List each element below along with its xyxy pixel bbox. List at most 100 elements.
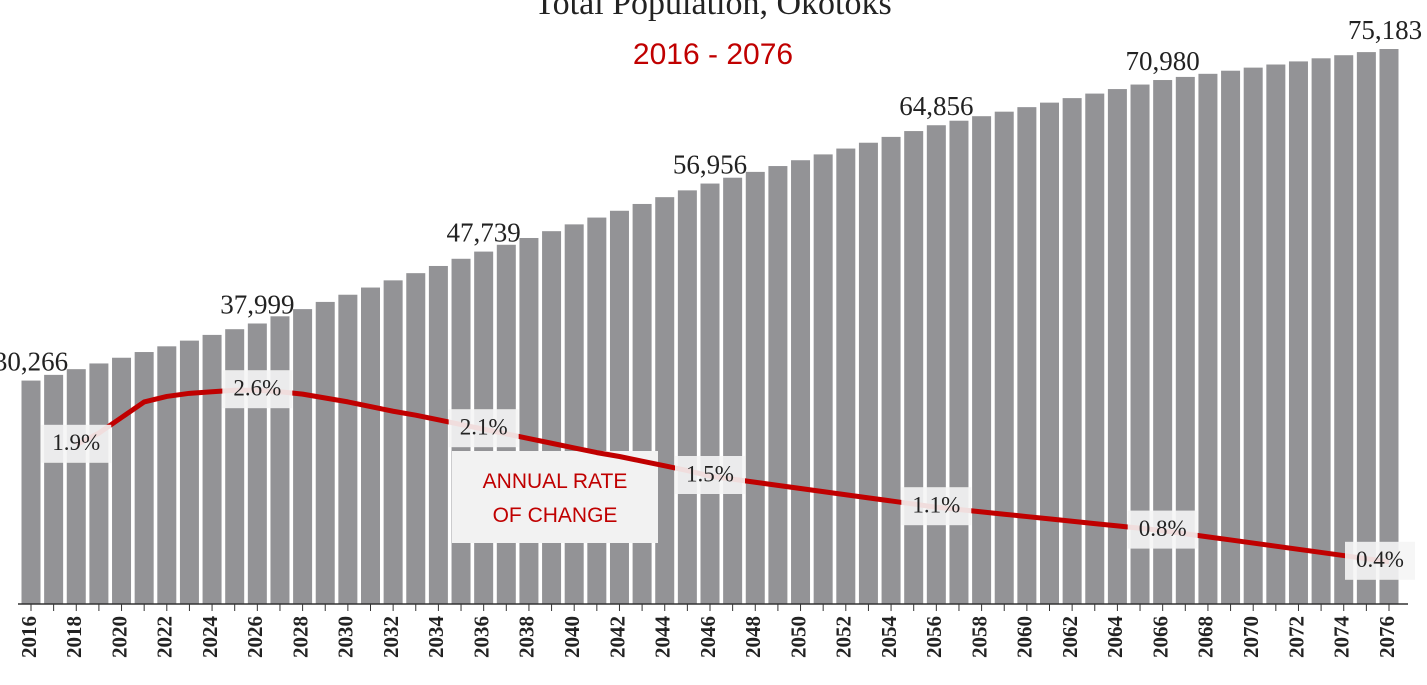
rate-label-box (41, 424, 112, 463)
bar (564, 224, 584, 604)
bar (157, 346, 177, 604)
bar (247, 323, 267, 604)
x-tick-label: 2054 (877, 616, 901, 659)
rate-label-box (675, 456, 745, 494)
x-tick-label: 2058 (967, 616, 991, 658)
bar (723, 177, 743, 604)
bar (406, 273, 426, 604)
bar-value-label: 30,266 (0, 347, 68, 377)
bar-value-label: 70,980 (1126, 46, 1200, 76)
x-tick-label: 2026 (243, 616, 267, 658)
x-tick-label: 2068 (1194, 616, 1218, 658)
rate-value-label: 1.1% (912, 492, 960, 517)
bar (66, 369, 86, 604)
bar (1379, 49, 1399, 604)
rate-label-box (222, 370, 293, 409)
bar (134, 352, 154, 604)
bar (700, 183, 720, 604)
x-tick-label: 2036 (469, 616, 493, 658)
bar (609, 210, 629, 604)
x-tick-label: 2074 (1330, 616, 1354, 659)
bar (1017, 107, 1037, 604)
bar (293, 309, 313, 604)
annotation: ANNUAL RATE OF CHANGE (452, 451, 658, 543)
x-tick-label: 2024 (198, 616, 222, 659)
x-tick-label: 2018 (62, 616, 86, 658)
x-tick-label: 2032 (379, 616, 403, 658)
rate-label-box (448, 409, 519, 448)
rate-value-label: 1.5% (686, 461, 734, 486)
bar (1334, 55, 1354, 604)
rate-label-box (1127, 510, 1198, 549)
bar (383, 280, 403, 604)
bar-value-label: 37,999 (220, 289, 294, 319)
x-tick-label: 2050 (786, 616, 810, 658)
bar (813, 154, 833, 604)
x-tick-label: 2016 (17, 616, 41, 658)
x-tick-label: 2076 (1375, 616, 1399, 658)
bar (338, 294, 358, 604)
bar (1085, 93, 1105, 604)
bar (1243, 67, 1263, 604)
bar (881, 136, 901, 604)
bar-value-label: 47,739 (447, 218, 521, 248)
bar (361, 287, 380, 604)
x-tick-label: 2044 (651, 616, 675, 659)
bar (1062, 98, 1082, 604)
rate-label-box (1345, 541, 1415, 580)
bar (21, 380, 41, 604)
bar (179, 340, 199, 604)
x-tick-label: 2062 (1058, 616, 1082, 658)
bar (926, 125, 946, 604)
annotation-text: ANNUAL RATE OF CHANGE (483, 470, 628, 527)
rate-value-label: 2.6% (233, 375, 281, 400)
x-tick-label: 2028 (288, 616, 312, 658)
bar (904, 131, 924, 605)
bar (519, 237, 539, 604)
bar (972, 116, 992, 604)
bar (315, 301, 335, 604)
x-tick-label: 2020 (107, 616, 131, 658)
bar (791, 160, 811, 604)
rate-value-label: 0.8% (1139, 516, 1187, 541)
bar (1040, 102, 1059, 605)
bar (587, 217, 607, 604)
x-tick-label: 2022 (153, 616, 177, 658)
bar (112, 357, 132, 604)
x-tick-label: 2056 (922, 616, 946, 658)
bar (632, 203, 652, 604)
chart-subtitle: 2016 - 2076 (633, 38, 793, 71)
x-tick-label: 2064 (1103, 616, 1127, 659)
bar (994, 111, 1014, 604)
x-tick-label: 2066 (1148, 616, 1172, 658)
bar (428, 265, 448, 604)
bar (768, 166, 788, 604)
x-tick-label: 2072 (1284, 616, 1308, 658)
bar (677, 190, 697, 605)
x-tick-label: 2060 (1013, 616, 1037, 658)
bar (1130, 84, 1150, 605)
bar-value-label: 75,183 (1348, 15, 1422, 45)
x-tick-label: 2048 (741, 616, 765, 658)
bar (1221, 70, 1241, 604)
bar (655, 197, 675, 604)
x-tick-label: 2030 (334, 616, 358, 658)
annotation-box (452, 451, 658, 543)
bar-value-label: 64,856 (899, 91, 973, 121)
x-tick-label: 2052 (832, 616, 856, 658)
bar (1356, 52, 1376, 604)
bar (44, 374, 64, 604)
rate-value-label: 0.4% (1356, 547, 1404, 572)
rate-label-box (901, 487, 972, 526)
bar (1107, 89, 1127, 604)
bar (1266, 64, 1286, 604)
x-tick-label: 2038 (515, 616, 539, 658)
rate-value-label: 1.9% (52, 430, 100, 455)
x-tick-label: 2070 (1239, 616, 1263, 658)
bar (949, 120, 969, 605)
x-tick-label: 2040 (560, 616, 584, 658)
bar (1311, 58, 1331, 604)
x-tick-label: 2046 (696, 616, 720, 658)
rate-value-label: 2.1% (460, 414, 508, 439)
